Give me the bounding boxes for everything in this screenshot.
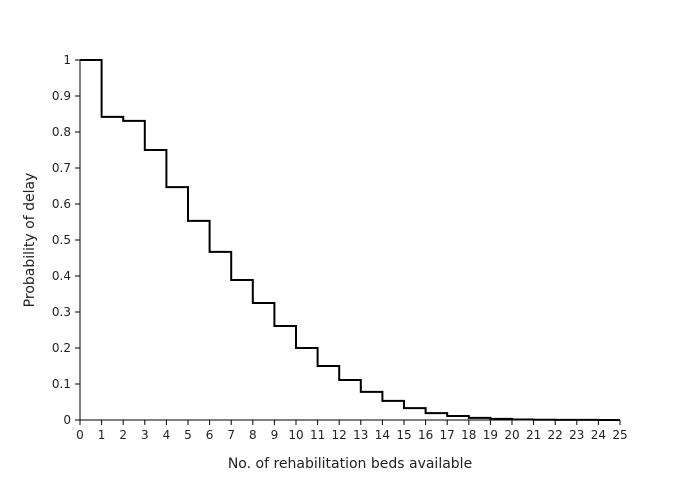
- y-tick-label: 0.2: [52, 341, 71, 355]
- x-tick-label: 2: [119, 428, 127, 442]
- y-tick-label: 0: [63, 413, 71, 427]
- x-tick-label: 7: [227, 428, 235, 442]
- y-tick-label: 0.4: [52, 269, 71, 283]
- x-tick-label: 1: [98, 428, 106, 442]
- series-step-line: [80, 59, 620, 421]
- x-tick-label: 19: [483, 428, 498, 442]
- x-tick-label: 16: [418, 428, 433, 442]
- y-tick-label: 0.7: [52, 161, 71, 175]
- y-tick-label: 0.8: [52, 125, 71, 139]
- x-tick-label: 18: [461, 428, 476, 442]
- x-tick-label: 24: [591, 428, 606, 442]
- y-tick-label: 0.3: [52, 305, 71, 319]
- x-tick-label: 14: [375, 428, 390, 442]
- x-axis-title: No. of rehabilitation beds available: [228, 456, 472, 472]
- x-tick-label: 13: [353, 428, 368, 442]
- x-tick-label: 22: [548, 428, 563, 442]
- y-tick-label: 1: [63, 53, 71, 67]
- x-tick-label: 12: [332, 428, 347, 442]
- x-tick-label: 5: [184, 428, 192, 442]
- y-tick-label: 0.9: [52, 89, 71, 103]
- x-tick-label: 6: [206, 428, 214, 442]
- x-tick-label: 17: [440, 428, 455, 442]
- x-tick-label: 25: [612, 428, 627, 442]
- x-tick-label: 15: [396, 428, 411, 442]
- y-tick-label: 0.5: [52, 233, 71, 247]
- plot-area: 0 1 2 3 4 5 6 7 8 9 10 11 12 13 14 15 16 17 18 19 20 21 22 23 24…: [52, 53, 628, 442]
- x-tick-label: 23: [569, 428, 584, 442]
- x-tick-label: 4: [163, 428, 171, 442]
- x-tick-label: 9: [271, 428, 279, 442]
- y-axis-title: Probability of delay: [22, 173, 38, 308]
- x-tick-label: 3: [141, 428, 149, 442]
- x-tick-label: 8: [249, 428, 257, 442]
- x-tick-label: 10: [288, 428, 303, 442]
- x-tick-label: 21: [526, 428, 541, 442]
- x-tick-label: 20: [504, 428, 519, 442]
- x-tick-label: 0: [76, 428, 84, 442]
- y-tick-label: 0.1: [52, 377, 71, 391]
- x-tick-label: 11: [310, 428, 325, 442]
- y-tick-label: 0.6: [52, 197, 71, 211]
